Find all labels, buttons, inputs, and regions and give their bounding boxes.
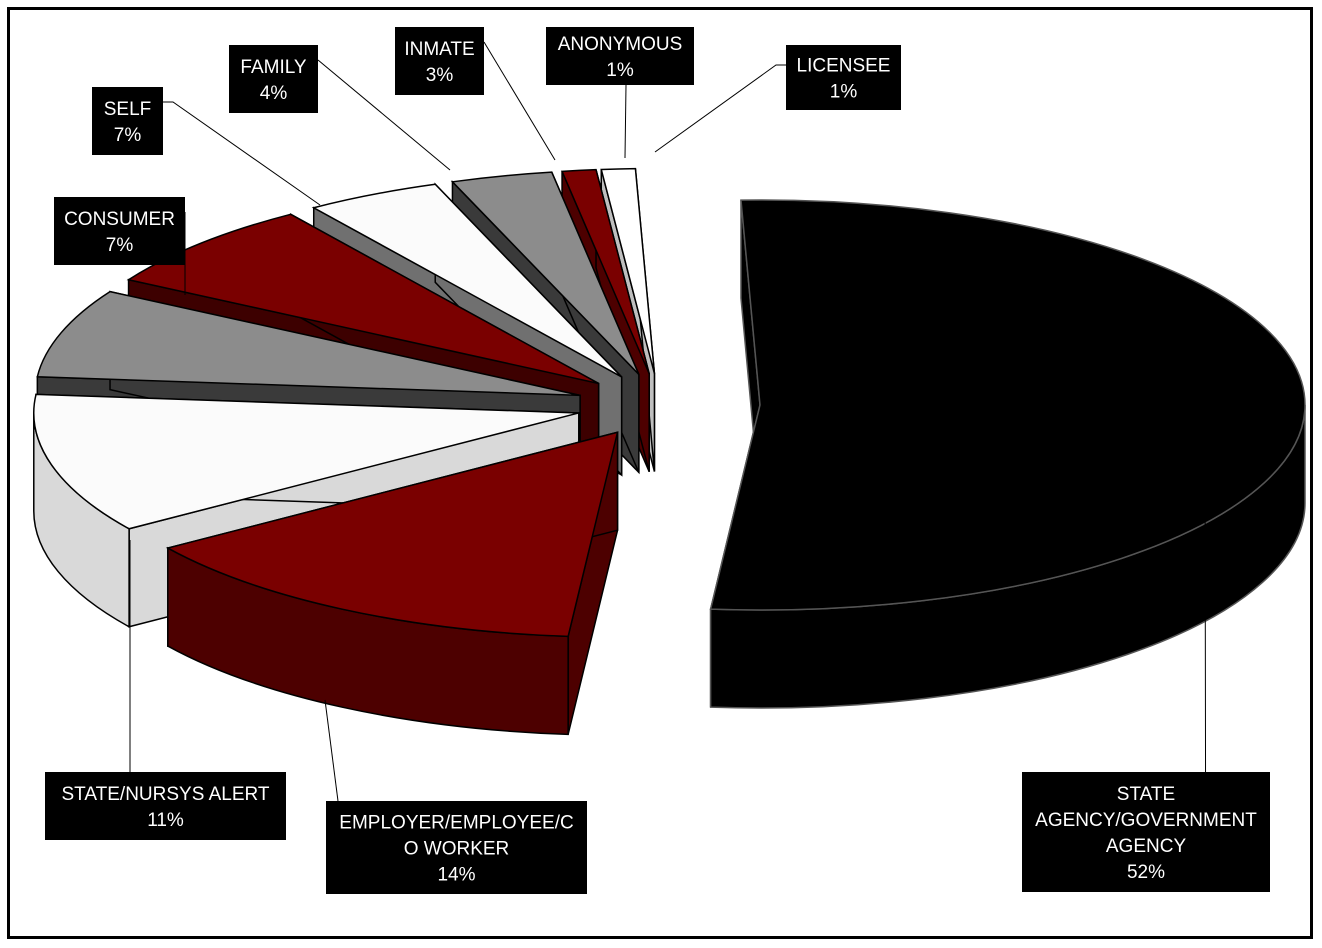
label-box (229, 45, 318, 113)
leader-line (163, 101, 321, 206)
leader-line (654, 64, 786, 153)
slice-top-face (600, 167, 656, 374)
slice-top-face (165, 431, 619, 638)
slice-percent-label: 4% (260, 83, 288, 104)
leader-line (317, 59, 451, 171)
leader-line (1204, 429, 1207, 772)
slice-category-label: STATE/NURSYS ALERT (62, 784, 270, 805)
slice-category-label: LICENSEE (797, 56, 891, 77)
slice-category-label: FAMILY (240, 57, 306, 78)
leader-line (483, 41, 556, 161)
slice-percent-label: 11% (147, 810, 184, 831)
label-box (546, 27, 694, 85)
data-label: ANONYMOUS 1% (546, 27, 694, 159)
label-box (54, 197, 185, 265)
slice-category-label: ANONYMOUS (558, 34, 683, 55)
pie-slice (165, 431, 619, 736)
label-box (786, 45, 901, 110)
slice-top-face (33, 393, 579, 530)
data-label: EMPLOYER/EMPLOYEE/C O WORKER 14% (324, 699, 587, 894)
slice-top-face (709, 199, 1306, 611)
label-box (92, 87, 163, 155)
slice-category-label: STATE (1117, 784, 1175, 805)
slice-percent-label: 1% (606, 60, 634, 81)
slice-category-label: AGENCY (1106, 836, 1187, 857)
slice-percent-label: 1% (830, 82, 858, 103)
slice-top-face (36, 290, 581, 397)
data-label: STATE/NURSYS ALERT 11% (45, 540, 286, 840)
leader-line (324, 699, 339, 802)
data-label: SELF 7% (92, 87, 321, 206)
slice-percent-label: 52% (1127, 862, 1165, 883)
slice-category-label: EMPLOYER/EMPLOYEE/C (339, 813, 573, 834)
slice-top-face (560, 168, 650, 374)
slice-top-face (126, 213, 599, 385)
data-label: INMATE 3% (395, 27, 556, 161)
pie-slices (33, 167, 1306, 736)
data-label: CONSUMER 7% (54, 197, 186, 295)
data-label: FAMILY 4% (229, 45, 451, 171)
pie-slice (709, 199, 1306, 709)
slice-category-label: AGENCY/GOVERNMENT (1035, 810, 1257, 831)
label-box (395, 27, 484, 95)
label-box (326, 801, 587, 894)
slice-category-label: CONSUMER (64, 209, 175, 230)
data-label: LICENSEE 1% (654, 45, 901, 153)
slice-category-label: INMATE (404, 39, 474, 60)
label-box (1022, 772, 1270, 892)
slice-percent-label: 3% (426, 65, 454, 86)
slice-top-face (311, 183, 623, 378)
slice-category-label: O WORKER (404, 839, 510, 860)
label-box (45, 772, 286, 840)
data-label: STATE AGENCY/GOVERNMENT AGENCY 52% (1022, 429, 1270, 892)
slice-percent-label: 14% (437, 865, 475, 886)
slice-category-label: SELF (104, 99, 152, 120)
slice-percent-label: 7% (114, 125, 142, 146)
slice-percent-label: 7% (106, 235, 134, 256)
leader-line (624, 84, 627, 159)
slice-top-face (450, 171, 640, 375)
data-labels: STATE AGENCY/GOVERNMENT AGENCY 52% EMPLOYER/… (45, 27, 1270, 894)
